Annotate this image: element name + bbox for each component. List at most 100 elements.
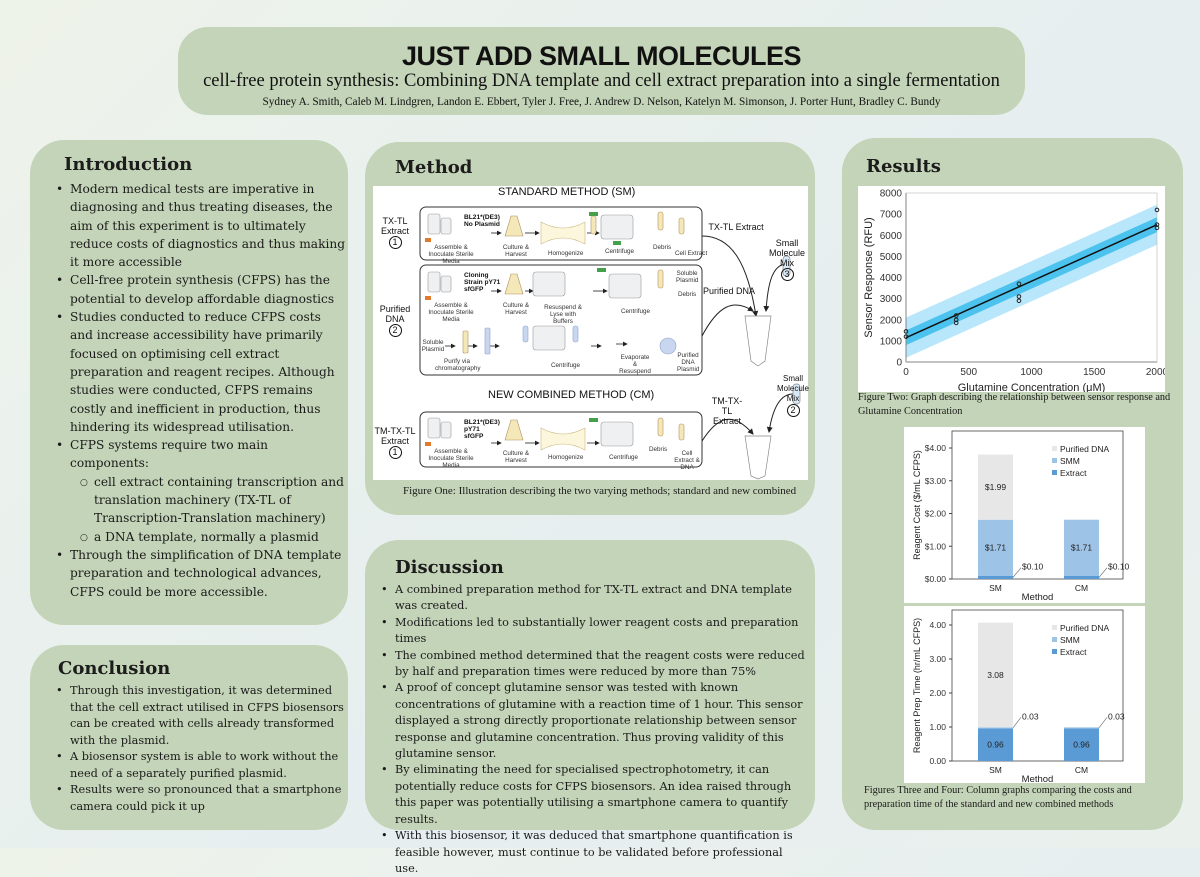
step-label: Soluble Plasmid: [421, 339, 445, 353]
data-point: [1154, 207, 1160, 213]
prep-time-chart: 0.00 1.00 2.00 3.00 4.00 0.96 0.03 3.08 SM 0.96 0.…: [904, 606, 1145, 785]
x-tick-label: SM: [989, 765, 1002, 775]
legend-swatch: [1052, 625, 1057, 630]
y-tick-label: 2.00: [929, 688, 946, 698]
step-label: Assemble & Inoculate Sterile Media: [428, 448, 474, 469]
conclusion-heading: Conclusion: [58, 658, 171, 679]
list-item: A proof of concept glutamine sensor was …: [381, 680, 809, 762]
y-tick-label: $1.00: [925, 541, 947, 551]
bar-segment: [1064, 728, 1099, 761]
x-tick-label: 1000: [1020, 367, 1043, 378]
plot-frame: [951, 609, 1124, 762]
txtl-extract-label: TX-TL Extract 1: [380, 216, 409, 249]
data-label-leader: [1098, 567, 1108, 578]
bar-segment: [978, 454, 1013, 520]
poster-subtitle: cell-free protein synthesis: Combining D…: [203, 71, 1000, 91]
y-tick-label: 5000: [880, 252, 903, 263]
tm-txtl-extract-label: TM-TX-TL Extract 1: [374, 426, 416, 459]
strain-label: Cloning Strain pY71 sfGFP: [464, 272, 501, 293]
data-label: 0.96: [1073, 740, 1090, 750]
step-label: Centrifuge: [605, 248, 635, 255]
y-tick-label: 3000: [880, 294, 903, 305]
step-label: Soluble Plasmid: [676, 270, 699, 284]
poster-header: JUST ADD SMALL MOLECULES cell-free prote…: [178, 27, 1025, 115]
data-point: [1016, 281, 1022, 287]
list-item: Modern medical tests are imperative in d…: [56, 180, 346, 271]
step-label: Homogenize: [548, 250, 584, 257]
x-tick-label: CM: [1075, 583, 1088, 593]
cm-small-molecule-mix-label: Small Molecule Mix 2: [776, 374, 809, 417]
step-label: Purified DNA Plasmid: [677, 352, 700, 373]
results-heading: Results: [866, 156, 941, 177]
list-item: Results were so pronounced that a smartp…: [56, 782, 348, 815]
step-label: Culture & Harvest: [502, 302, 530, 316]
tm-txtl-extract-output-label: TM-TX-TL Extract: [711, 396, 743, 426]
y-tick-label: 1000: [880, 336, 903, 347]
data-label: 0.03: [1108, 711, 1125, 721]
txtl-process-box: [419, 206, 703, 261]
conclusion-list: Through this investigation, it was deter…: [56, 683, 348, 815]
data-label: $0.10: [1022, 562, 1044, 572]
discussion-list: A combined preparation method for TX-TL …: [381, 582, 809, 877]
data-point: [953, 313, 959, 318]
figures-three-four-caption: Figures Three and Four: Column graphs co…: [864, 785, 1132, 810]
bar-segment: [978, 622, 1013, 728]
y-tick-label: 0: [896, 358, 902, 369]
step-label: Centrifuge: [609, 454, 639, 461]
data-label: $1.71: [1071, 543, 1093, 553]
dna-process-box: [419, 264, 703, 376]
data-label: $1.71: [985, 543, 1007, 553]
list-item: Cell-free protein synthesis (CFPS) has t…: [56, 271, 346, 308]
y-tick-label: $4.00: [925, 443, 947, 453]
standard-method-title: STANDARD METHOD (SM): [498, 186, 636, 198]
small-molecule-mix-label: Small Molecule Mix 3: [768, 238, 806, 281]
step-label: Homogenize: [548, 454, 584, 461]
plot-frame: [905, 192, 1158, 363]
x-axis-label: Method: [1022, 592, 1054, 603]
introduction-panel: Introduction Modern medical tests are im…: [30, 140, 348, 625]
data-label-leader: [1012, 717, 1022, 729]
list-item: CFPS systems require two main components…: [56, 436, 346, 548]
y-tick-label: 3.00: [929, 654, 946, 664]
y-tick-label: 4000: [880, 273, 903, 284]
conclusion-panel: Conclusion Through this investigation, i…: [30, 645, 348, 830]
list-item: Through this investigation, it was deter…: [56, 683, 348, 749]
legend-label: Extract: [1060, 647, 1087, 657]
strain-label: BL21*(DE3) pY71 sfGFP: [464, 419, 500, 440]
data-label-leader: [1012, 567, 1022, 578]
step-label: Debris: [649, 446, 668, 453]
x-tick-label: 2000: [1146, 367, 1165, 378]
purified-dna-label: Purified DNA 2: [379, 304, 411, 337]
list-item: Studies conducted to reduce CFPS costs a…: [56, 308, 346, 436]
combined-method-title: NEW COMBINED METHOD (CM): [488, 389, 655, 401]
method-illustration-graphics: [419, 206, 801, 480]
sub-list-item: a DNA template, normally a plasmid: [80, 528, 346, 548]
figure-two-caption: Figure Two: Graph describing the relatio…: [858, 392, 1171, 417]
data-label-leader: [1098, 717, 1108, 729]
list-item: By eliminating the need for specialised …: [381, 762, 809, 828]
y-tick-label: 7000: [880, 210, 903, 221]
list-item: Modifications led to substantially lower…: [381, 615, 809, 648]
prep-time-svg: 0.00 1.00 2.00 3.00 4.00 0.96 0.03 3.08 SM 0.96 0.…: [912, 609, 1125, 785]
legend-label: SMM: [1060, 456, 1080, 466]
figure-one-caption: Figure One: Illustration describing the …: [403, 485, 797, 497]
data-label: $1.99: [985, 482, 1007, 492]
step-label: Cell Extract: [675, 250, 708, 257]
reagent-cost-chart: $0.00 $1.00 $2.00 $3.00 $4.00 $0.10 $1.71 $1.99…: [904, 427, 1145, 603]
bar-segment: [1064, 727, 1099, 729]
y-axis-label: Reagent Prep Time (hr/mL CFPS): [912, 618, 922, 753]
legend-swatch: [1052, 470, 1057, 475]
x-tick-label: CM: [1075, 765, 1088, 775]
step-label: Centrifuge: [551, 362, 581, 369]
list-item: The combined method determined that the …: [381, 648, 809, 681]
bar-segment: [1064, 575, 1099, 579]
txtl-extract-output-label: TX-TL Extract: [708, 222, 764, 232]
y-tick-label: $0.00: [925, 574, 947, 584]
bar-segment: [978, 519, 1013, 576]
bar-segment: [978, 575, 1013, 579]
x-axis-label: Method: [1022, 774, 1054, 783]
introduction-heading: Introduction: [64, 154, 193, 175]
data-point: [903, 334, 909, 339]
legend-label: Purified DNA: [1060, 623, 1109, 633]
legend-swatch: [1052, 446, 1057, 451]
